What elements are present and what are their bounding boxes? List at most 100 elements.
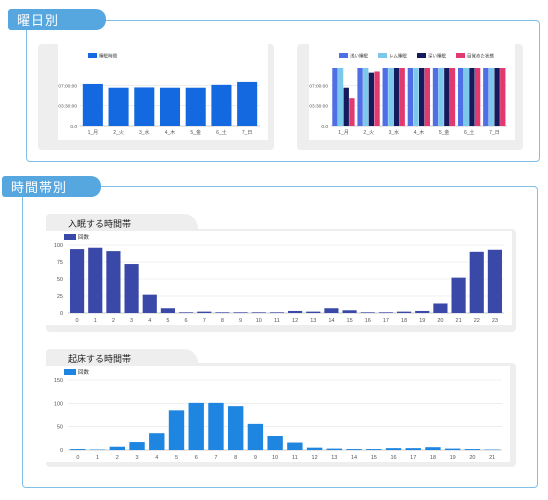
x-tick-label: 4 [155, 455, 158, 461]
bar-13 [306, 311, 321, 313]
x-tick-label: 9 [254, 455, 257, 461]
x-tick-label: 21 [489, 455, 495, 461]
legend-label: 睡眠時間 [99, 53, 117, 60]
x-tick-label: 17 [410, 455, 416, 461]
bar-16 [385, 448, 402, 450]
bar-9 [233, 312, 248, 313]
x-tick-label: 7_日 [489, 130, 500, 136]
bar-11 [287, 442, 303, 450]
bar-6 [188, 402, 204, 450]
legend-label: レム睡眠 [389, 53, 407, 60]
x-tick-label: 19 [419, 318, 425, 324]
x-tick-label: 7 [214, 455, 217, 461]
y-tick-label: 0 [60, 311, 63, 317]
timezone-section-title: 時間帯別 [2, 176, 101, 197]
bar-2-6 [494, 68, 500, 126]
bar-14 [346, 449, 362, 450]
bar-13 [326, 448, 343, 450]
bar-10 [267, 436, 283, 450]
legend-swatch [456, 53, 465, 58]
x-tick-label: 7_日 [242, 130, 253, 136]
bar-0-0 [332, 68, 338, 126]
x-tick-label: 11 [274, 318, 280, 324]
bar-3 [124, 264, 139, 313]
bar-17 [378, 312, 394, 313]
legend-swatch [417, 53, 426, 58]
x-tick-label: 21 [456, 318, 462, 324]
bar-3-0 [349, 98, 355, 126]
y-tick-label: 03:30:00 [58, 104, 77, 110]
waketime-card: 0 50 100 150 0 1 2 3 4 5 6 7 8 9 10 11 12 13 14 15 16 17 18 19 2… [46, 363, 516, 467]
bar-0 [82, 83, 103, 126]
x-tick-label: 1 [94, 318, 97, 324]
weekday-section-title: 曜日別 [8, 9, 106, 30]
y-tick-label: 0.0 [321, 124, 328, 130]
bar-1-6 [488, 68, 495, 126]
bar-2-0 [343, 87, 349, 126]
legend-swatch [64, 234, 76, 240]
x-tick-label: 7 [203, 318, 206, 324]
x-tick-label: 8 [221, 318, 224, 324]
y-tick-label: 03:30:00 [309, 104, 328, 110]
x-tick-label: 6_土 [216, 129, 227, 136]
bar-2-1 [368, 72, 375, 126]
legend-label: 浅い睡眠 [350, 53, 368, 60]
x-tick-label: 4_木 [414, 129, 425, 136]
bar-5 [160, 308, 176, 313]
bar-0-5 [457, 68, 464, 126]
x-tick-label: 19 [450, 455, 456, 461]
x-tick-label: 8 [234, 455, 237, 461]
bar-0 [70, 449, 86, 450]
bar-2 [109, 446, 126, 450]
bar-4 [142, 294, 157, 313]
bar-20 [433, 303, 448, 313]
bar-7 [208, 402, 224, 450]
bar-1-0 [337, 68, 344, 126]
y-tick-label: 100 [54, 401, 63, 407]
x-tick-label: 13 [310, 318, 316, 324]
x-tick-label: 3 [136, 455, 139, 461]
legend-label: 深い睡眠 [428, 53, 446, 60]
x-tick-label: 4 [148, 318, 151, 324]
x-tick-label: 9 [239, 318, 242, 324]
bar-5 [211, 84, 232, 126]
bar-8 [215, 312, 230, 313]
x-tick-label: 12 [312, 455, 318, 461]
bar-1 [88, 247, 103, 313]
x-tick-label: 6 [195, 455, 198, 461]
x-tick-label: 6_土 [464, 129, 475, 136]
bar-15 [342, 310, 357, 313]
bar-7 [197, 311, 212, 313]
x-tick-label: 10 [256, 318, 262, 324]
x-tick-label: 17 [383, 318, 389, 324]
bar-0-1 [357, 68, 363, 126]
sleep-time-card: 07:00:00 03:30:00 0.0 1_月 2_火 3_水 4_木 5_金 6_土 7_日… [38, 44, 274, 150]
bar-3-6 [500, 68, 506, 126]
x-tick-label: 1 [96, 455, 99, 461]
bar-1-4 [438, 68, 444, 126]
bar-2-5 [469, 68, 475, 126]
x-tick-label: 2 [116, 455, 119, 461]
legend-label: 回数 [78, 233, 90, 241]
bar-3-3 [424, 68, 431, 126]
weekday-section [26, 20, 540, 162]
x-tick-label: 5_金 [190, 129, 201, 136]
bar-0-3 [407, 68, 414, 126]
x-tick-label: 14 [351, 455, 357, 461]
y-tick-label: 07:00:00 [309, 83, 328, 89]
y-tick-label: 50 [57, 425, 63, 431]
x-tick-label: 20 [437, 318, 443, 324]
x-tick-label: 11 [292, 455, 298, 461]
bar-1 [108, 87, 129, 126]
legend-label: 目覚めた状態 [467, 53, 494, 60]
bar-0-6 [483, 68, 489, 126]
x-tick-label: 5_金 [439, 129, 450, 136]
bar-3-5 [474, 68, 481, 126]
bar-19 [444, 448, 461, 450]
bar-6 [178, 312, 194, 313]
bar-12 [306, 447, 323, 450]
bar-3-2 [399, 68, 405, 126]
bar-18 [425, 447, 441, 450]
